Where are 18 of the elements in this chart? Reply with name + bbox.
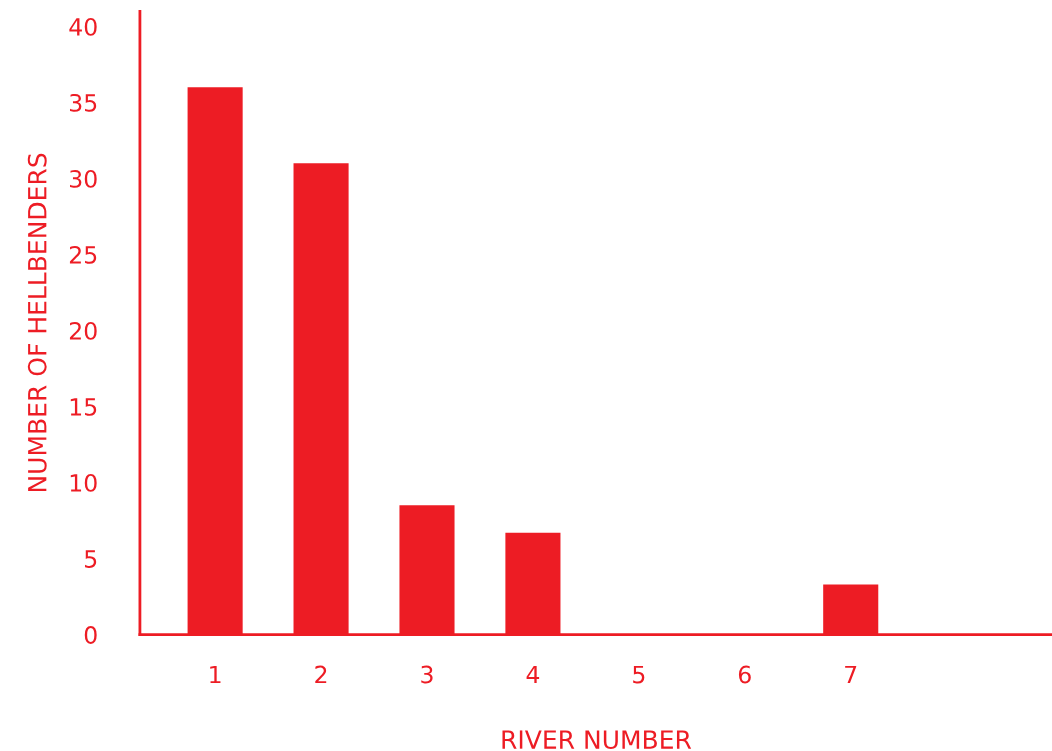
y-tick-label: 25	[69, 245, 97, 264]
x-axis-title: RIVER NUMBER	[502, 730, 692, 750]
x-tick-label: 1	[210, 665, 221, 684]
x-tick-label: 4	[526, 665, 540, 684]
x-tick-label: 3	[421, 665, 433, 684]
y-tick-label: 40	[69, 17, 97, 36]
y-tick-label: 0	[84, 626, 97, 644]
x-tick-label: 7	[845, 665, 857, 684]
x-tick-label: 2	[315, 665, 327, 684]
y-tick-label: 20	[69, 321, 97, 340]
y-axis-title: NUMBER OF HELLBENDERS	[27, 153, 47, 492]
y-tick-label: 30	[70, 169, 97, 188]
x-tick-label: 5	[633, 665, 645, 684]
y-tick-label: 5	[85, 550, 97, 568]
y-tick-label: 35	[70, 93, 97, 112]
y-tick-label: 10	[70, 474, 97, 492]
x-tick-label: 6	[738, 665, 751, 684]
y-tick-label: 15	[70, 398, 97, 416]
